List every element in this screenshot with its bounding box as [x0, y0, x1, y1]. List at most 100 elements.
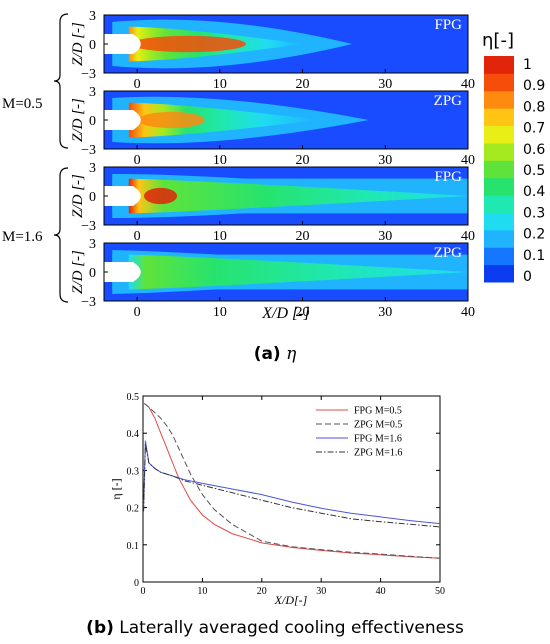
caption-a-symbol: η: [286, 344, 297, 364]
colorbar-swatch: [484, 195, 514, 213]
x-axis-label: X/D [-]: [261, 305, 310, 322]
y-tick-label: 0: [89, 114, 96, 129]
contour-core: [143, 187, 178, 205]
x-tick-label: 30: [378, 153, 392, 168]
colorbar-tick-label: 0: [523, 269, 532, 285]
colorbar-tick-label: 0.8: [523, 99, 545, 115]
x-tick-label: 30: [378, 77, 392, 92]
line-chart: 0 10 20 30 40 50 0 0.1 0.2 0.3 0.4 0.5 X/D[-] η [-] FP…: [109, 392, 445, 607]
colorbar-tick-label: 0.4: [523, 184, 545, 200]
y-tick-label: 0.4: [127, 429, 140, 440]
caption-a: (a) η: [0, 344, 550, 364]
x-tick-label: 0: [134, 305, 141, 320]
colorbar-swatch: [484, 56, 514, 74]
y-tick-label: 3: [89, 85, 96, 100]
y-tick-label: 0: [134, 578, 139, 589]
y-tick-label: 0: [89, 38, 96, 53]
colorbar-swatch: [484, 125, 514, 144]
cooling-hole: [104, 262, 141, 282]
x-tick-label: 40: [461, 77, 475, 92]
contour-core: [130, 35, 247, 53]
group-label-m05: M=0.5: [2, 96, 43, 112]
legend-label-4: ZPG M=1.6: [354, 448, 402, 459]
panel-label: FPG: [434, 169, 462, 185]
contour-core: [138, 111, 205, 129]
colorbar-swatch: [484, 160, 514, 179]
x-tick-label: 0: [141, 586, 146, 597]
x-tick-label: 10: [213, 153, 227, 168]
x-tick-label: 20: [296, 229, 310, 244]
colorbar-swatch: [484, 264, 514, 283]
x-tick-label: 40: [376, 586, 386, 597]
x-tick-label: 30: [378, 229, 392, 244]
x-tick-label: 40: [461, 229, 475, 244]
y-tick-label: 0: [89, 266, 96, 281]
contour-plume: [128, 254, 468, 290]
y-tick-label: −3: [81, 67, 96, 82]
legend-label-3: FPG M=1.6: [354, 434, 402, 445]
x-tick-label: 50: [435, 586, 445, 597]
colorbar-swatch: [484, 90, 514, 109]
y-tick-label: 3: [89, 161, 96, 176]
colorbar-tick-label: 0.6: [523, 142, 545, 158]
cooling-hole: [104, 34, 141, 54]
colorbar-tick-label: 0.9: [523, 78, 545, 94]
series-line-4: [143, 444, 441, 528]
x-axis-label: X/D[-]: [274, 593, 308, 607]
colorbar: η[-] 1 0.9 0.8 0.7 0.6 0.5 0.4 0.3 0.2 0.1 0: [482, 30, 545, 285]
y-axis-label: Z/D [-]: [70, 174, 86, 218]
contour-plume: [128, 178, 468, 214]
colorbar-tick-label: 1: [523, 57, 532, 73]
y-tick-label: −3: [81, 219, 96, 234]
x-tick-label: 20: [257, 586, 267, 597]
x-tick-label: 20: [296, 153, 310, 168]
x-tick-label: 30: [316, 586, 326, 597]
x-tick-label: 40: [461, 153, 475, 168]
y-tick-label: 0: [89, 190, 96, 205]
colorbar-tick-label: 0.1: [523, 248, 545, 264]
cooling-hole: [104, 110, 141, 130]
x-tick-label: 10: [213, 229, 227, 244]
y-tick-label: 0.5: [127, 392, 140, 403]
y-tick-label: 3: [89, 9, 96, 24]
series-line-1: [143, 403, 441, 559]
colorbar-swatch: [484, 108, 514, 127]
panel-label: FPG: [434, 17, 462, 33]
y-tick-label: 3: [89, 237, 96, 252]
panel-label: ZPG: [434, 93, 463, 109]
caption-b: (b) Laterally averaged cooling effective…: [0, 618, 550, 638]
colorbar-swatch: [484, 247, 514, 266]
group-brace: [53, 167, 69, 303]
colorbar-tick-label: 0.7: [523, 121, 545, 137]
colorbar-label: η[-]: [482, 30, 514, 51]
colorbar-swatch: [484, 142, 514, 161]
panel-label: ZPG: [434, 245, 463, 261]
caption-a-letter: (a): [253, 344, 281, 364]
contour-plume: [128, 102, 320, 138]
caption-b-letter: (b): [86, 618, 114, 638]
x-tick-label: 0: [134, 77, 141, 92]
plot-frame: [142, 395, 441, 583]
x-tick-label: 20: [296, 77, 310, 92]
y-axis-label: η [-]: [109, 478, 123, 499]
y-tick-label: −3: [81, 143, 96, 158]
series-line-2: [143, 403, 441, 559]
x-tick-label: 20: [296, 305, 310, 320]
colorbar-swatch: [484, 73, 514, 92]
y-axis-label: Z/D [-]: [70, 98, 86, 142]
y-tick-label: 0.1: [127, 541, 140, 552]
y-axis-label: Z/D [-]: [70, 22, 86, 66]
caption-b-text: Laterally averaged cooling effectiveness: [119, 618, 464, 638]
x-tick-label: 10: [213, 77, 227, 92]
x-tick-label: 30: [378, 305, 392, 320]
colorbar-swatch: [484, 229, 514, 248]
colorbar-tick-label: 0.5: [523, 163, 545, 179]
colorbar-tick-label: 0.2: [523, 227, 545, 243]
legend-label-1: FPG M=0.5: [354, 406, 402, 417]
group-brace: [53, 13, 69, 149]
